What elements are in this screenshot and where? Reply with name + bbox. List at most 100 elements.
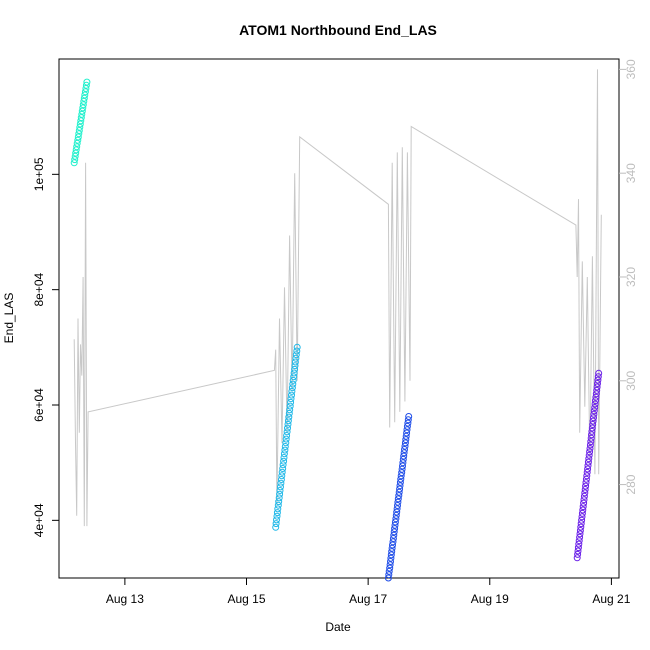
y-right-tick-label: 340 <box>624 163 638 183</box>
data-point <box>389 541 396 549</box>
data-point <box>395 488 403 496</box>
data-point <box>592 393 600 401</box>
data-point <box>272 520 280 528</box>
data-point <box>284 420 292 428</box>
data-point <box>388 548 396 556</box>
data-point <box>582 479 590 487</box>
data-point <box>79 104 87 112</box>
data-point <box>77 117 85 125</box>
data-point <box>401 442 409 450</box>
data-point <box>580 492 588 500</box>
data-point <box>284 424 291 432</box>
data-point <box>288 384 296 392</box>
data-point <box>292 351 300 359</box>
data-point <box>586 441 594 449</box>
data-point <box>278 472 286 480</box>
data-point <box>398 465 406 473</box>
plot-frame <box>58 58 620 579</box>
data-point <box>288 387 296 395</box>
data-point <box>583 468 591 476</box>
data-point <box>389 538 397 546</box>
data-point <box>575 537 583 545</box>
data-point <box>405 413 413 420</box>
data-point <box>277 476 285 483</box>
y-left-tick-label: 4e+04 <box>32 503 46 537</box>
data-point <box>280 454 288 461</box>
y-right-tick-label: 320 <box>624 267 638 287</box>
data-point <box>285 413 293 421</box>
data-point <box>586 445 594 452</box>
data-point <box>78 110 86 118</box>
data-point <box>73 143 81 151</box>
data-point <box>581 489 589 497</box>
data-point <box>579 503 587 511</box>
data-point <box>590 414 597 422</box>
y-axis-left: 4e+04 6e+04 8e+04 1e+05 <box>32 157 59 537</box>
data-point <box>585 455 593 463</box>
data-point <box>594 373 602 381</box>
x-tick-label: Aug 13 <box>106 592 144 606</box>
data-point <box>290 373 298 381</box>
data-point <box>579 506 587 514</box>
data-point <box>71 156 79 164</box>
data-point <box>584 465 592 473</box>
data-point <box>576 533 584 541</box>
data-point <box>82 85 90 92</box>
data-point <box>76 120 84 128</box>
data-point <box>593 386 601 394</box>
data-point <box>401 446 408 453</box>
chart-title: ATOM1 Northbound End_LAS <box>239 22 437 38</box>
data-point <box>272 523 280 531</box>
data-point <box>77 114 85 122</box>
data-point <box>281 443 289 450</box>
data-point <box>594 376 602 384</box>
data-point <box>389 535 397 542</box>
data-point <box>396 482 404 490</box>
data-point <box>390 528 398 536</box>
data-point <box>83 78 91 86</box>
x-tick-label: Aug 17 <box>349 592 387 606</box>
data-point <box>277 483 284 491</box>
data-point <box>404 419 412 427</box>
data-point <box>292 354 300 362</box>
data-point <box>385 571 393 579</box>
data-point <box>384 574 392 582</box>
data-point <box>387 551 395 559</box>
data-point <box>291 358 299 366</box>
data-point <box>573 554 581 562</box>
data-point <box>574 550 582 558</box>
data-point <box>276 487 284 494</box>
data-point <box>402 436 410 444</box>
data-point <box>78 107 86 115</box>
data-point <box>387 558 394 565</box>
data-point <box>386 564 394 572</box>
data-point <box>589 421 597 428</box>
data-point <box>385 567 393 575</box>
y-axis-right: 280 300 320 340 360 <box>619 59 638 495</box>
data-point <box>590 410 598 418</box>
data-point <box>394 502 401 509</box>
end-las-line <box>73 69 602 527</box>
data-point <box>591 404 599 411</box>
data-point <box>75 127 83 134</box>
data-point <box>589 417 597 425</box>
data-point <box>395 492 403 500</box>
data-point <box>592 397 599 405</box>
data-point <box>396 485 404 493</box>
data-point <box>588 424 596 432</box>
data-point <box>578 509 586 517</box>
data-point <box>396 478 404 486</box>
data-point <box>79 101 87 109</box>
data-point <box>577 523 585 531</box>
data-point <box>81 91 89 99</box>
data-point <box>273 516 280 524</box>
data-point <box>289 376 297 384</box>
data-point <box>580 499 588 507</box>
data-point <box>74 136 82 144</box>
data-point <box>273 512 281 520</box>
y-left-tick-label: 6e+04 <box>32 388 46 422</box>
data-point <box>286 402 294 410</box>
data-point <box>587 434 595 442</box>
data-point <box>574 547 582 555</box>
data-point <box>393 508 401 516</box>
